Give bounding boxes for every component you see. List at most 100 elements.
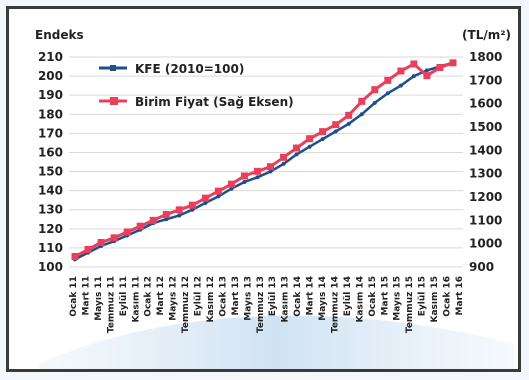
legend-label-birim-fiyat: Birim Fiyat (Sağ Eksen) [135,95,294,109]
data-point [253,167,261,175]
data-point [97,239,105,246]
left-tick-label: 150 [38,165,63,179]
x-tick-label: Mart 16 [455,276,465,315]
left-tick-label: 120 [38,222,63,236]
data-point [410,60,418,68]
chart-frame: 100 110 120 130 140 150 160 170 180 190 200 210 900… [6,6,521,372]
data-point [84,246,92,253]
data-point [449,59,457,67]
left-axis-title: Endeks [35,28,84,42]
x-tick-label: Kasım 14 [355,276,365,323]
x-tick-label: Eylül 14 [343,276,353,316]
x-tick-label: Temmuz 15 [405,276,415,333]
data-point [436,64,444,71]
right-tick-label: 1300 [469,167,502,181]
x-tick-label: Mayıs 12 [169,276,179,321]
x-tick-label: Mayıs 11 [94,276,104,321]
x-tick-label: Eylül 12 [194,276,204,316]
data-point [214,187,222,195]
right-axis: 900 1000 1100 1200 1300 1400 1500 1600 1700 1800 [469,50,502,274]
decorative-swoosh [39,315,514,369]
x-tick-label: Mayıs 15 [393,276,403,321]
data-point [175,206,183,214]
x-tick-label: Kasım 13 [281,276,291,323]
data-point [424,68,429,73]
x-tick-label: Ocak 13 [218,276,228,317]
x-tick-label: Mayıs 14 [318,276,328,321]
data-point [240,172,248,180]
data-point [216,194,221,199]
data-point [188,201,196,209]
x-tick-label: Ocak 16 [443,276,453,317]
data-point [385,91,390,96]
x-tick-label: Mart 14 [306,276,316,315]
data-point [294,152,299,157]
left-tick-label: 110 [38,241,63,255]
data-point [136,222,144,230]
series-line-1 [74,61,454,258]
x-tick-label: Kasım 11 [131,276,141,323]
data-point [398,83,403,88]
data-point [307,144,312,149]
data-point [411,74,416,79]
right-tick-label: 1100 [469,213,502,227]
data-point [384,76,392,84]
x-tick-label: Eylül 11 [119,276,129,316]
data-point [333,129,338,134]
right-tick-label: 1400 [469,143,502,157]
x-tick-label: Ocak 14 [293,276,303,317]
series-group [71,59,457,262]
x-tick-label: Mart 12 [156,276,166,315]
data-point [371,86,379,94]
left-tick-label: 100 [38,260,63,274]
data-point [203,201,208,206]
x-tick-label: Ocak 11 [69,276,79,317]
chart-svg: 100 110 120 130 140 150 160 170 180 190 200 210 900… [35,28,514,369]
data-point [397,67,405,75]
data-point [242,180,247,185]
legend: KFE (2010=100) Birim Fiyat (Sağ Eksen) [99,62,294,109]
legend-dot-kfe [110,65,116,71]
data-point [345,111,353,119]
right-tick-label: 1500 [469,120,502,134]
left-tick-label: 160 [38,145,63,159]
data-point [227,180,235,188]
x-tick-label: Eylül 15 [418,276,428,316]
data-point [162,211,170,218]
x-tick-label: Kasım 15 [430,276,440,323]
data-point [229,186,234,191]
left-tick-label: 170 [38,126,63,140]
data-point [346,121,351,126]
left-tick-label: 140 [38,184,63,198]
x-tick-label: Temmuz 14 [330,276,340,333]
right-axis-title: (TL/m²) [462,28,511,42]
x-tick-label: Mart 11 [81,276,91,315]
right-tick-label: 1700 [469,73,502,87]
data-point [110,234,118,242]
data-point [149,216,157,224]
left-tick-label: 130 [38,203,63,217]
legend-label-kfe: KFE (2010=100) [135,62,244,76]
left-tick-label: 210 [38,50,63,64]
data-point [123,228,131,236]
data-point [267,163,275,171]
series-line-0 [74,61,454,261]
data-point [372,100,377,105]
right-tick-label: 900 [469,260,494,274]
data-point [255,175,260,180]
x-axis: Ocak 11 Mart 11 Mayıs 11 Temmuz 11 Eylül 11 K… [69,276,465,333]
data-point [190,207,195,212]
data-point [280,153,288,161]
right-tick-label: 1600 [469,97,502,111]
data-point [359,112,364,117]
data-point [293,144,301,152]
data-point [177,213,182,218]
data-point [332,121,340,129]
right-tick-label: 1200 [469,190,502,204]
x-tick-label: Ocak 12 [144,276,154,317]
data-point [320,137,325,142]
data-point [423,72,431,80]
x-tick-label: Temmuz 13 [256,276,266,333]
data-point [281,161,286,166]
x-tick-label: Temmuz 12 [181,276,191,333]
